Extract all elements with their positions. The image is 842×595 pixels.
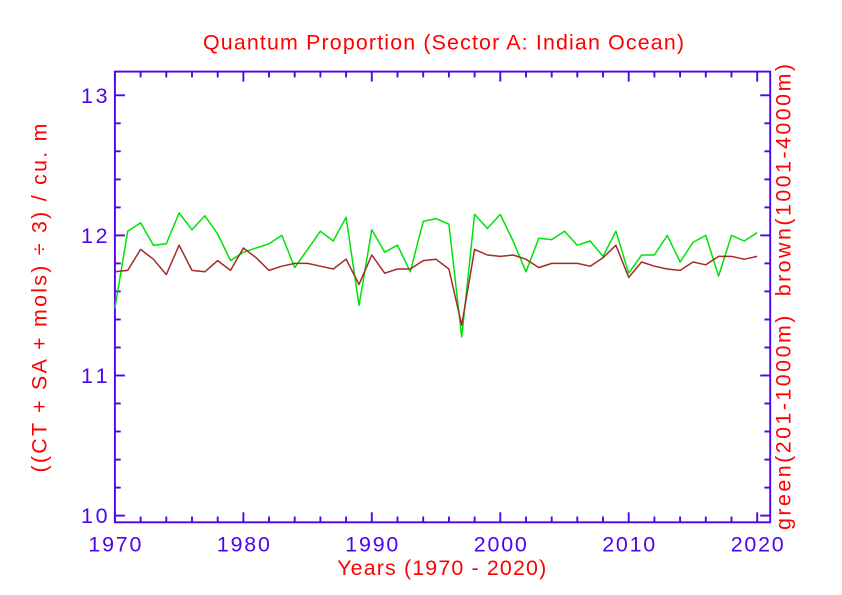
svg-text:1980: 1980	[217, 532, 270, 556]
svg-text:2020: 2020	[731, 532, 784, 556]
svg-text:2010: 2010	[602, 532, 655, 556]
svg-text:Quantum Proportion (Sector A:: Quantum Proportion (Sector A: Indian Oce…	[203, 31, 684, 55]
svg-text:Years (1970 - 2020): Years (1970 - 2020)	[337, 556, 546, 580]
svg-text:((CT + SA + mols) ÷ 3) / cu. m: ((CT + SA + mols) ÷ 3) / cu. m	[27, 124, 51, 473]
svg-text:green(201-1000m) brown(1001-4: green(201-1000m) brown(1001-4000m)	[772, 64, 796, 530]
svg-text:2000: 2000	[474, 532, 527, 556]
svg-text:1990: 1990	[345, 532, 398, 556]
svg-text:1970: 1970	[88, 532, 141, 556]
